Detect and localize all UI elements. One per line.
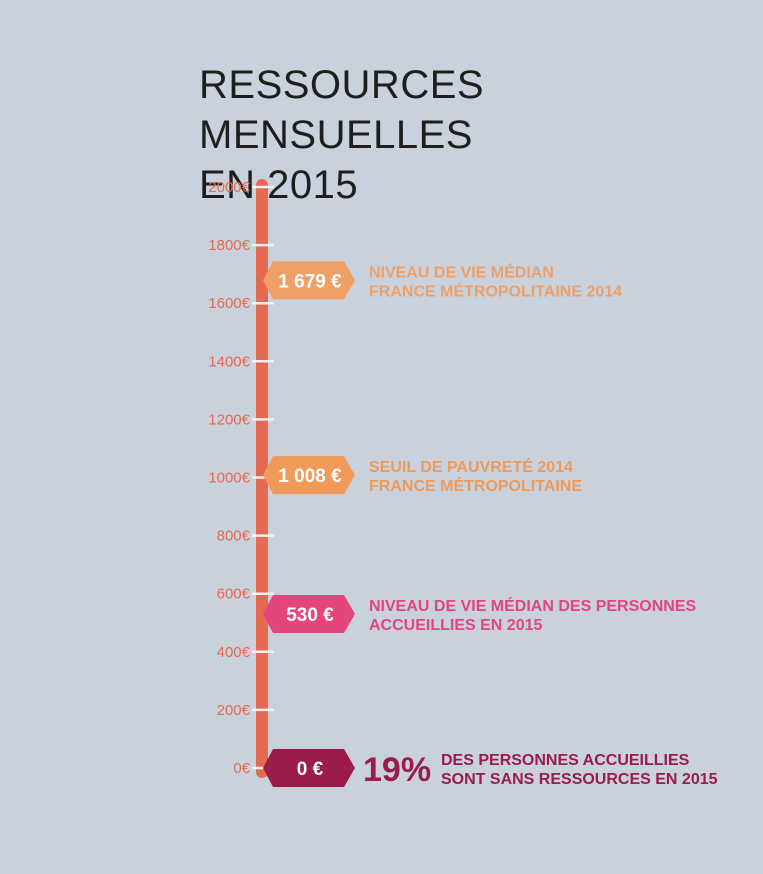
title-line-1: RESSOURCES MENSUELLES	[199, 63, 485, 157]
tick-label: 1400€	[208, 353, 250, 370]
tick-label: 800€	[217, 528, 251, 545]
marker-badge	[263, 595, 355, 634]
tick-label: 1800€	[208, 237, 250, 254]
marker-annotation-line: ACCUEILLIES EN 2015	[369, 617, 542, 634]
marker-value: 0 €	[297, 759, 324, 780]
marker-annotation-line: SEUIL DE PAUVRETÉ 2014	[369, 457, 573, 476]
marker-value: 1 008 €	[278, 466, 342, 487]
tick-label: 0€	[233, 760, 250, 777]
tick-label: 1600€	[208, 295, 250, 312]
marker-badge	[263, 749, 355, 787]
percent-value: 19%	[363, 751, 431, 789]
marker-annotation-line: FRANCE MÉTROPOLITAINE	[369, 476, 582, 495]
marker-badge	[263, 261, 355, 300]
marker-annotation-line: FRANCE MÉTROPOLITAINE 2014	[369, 281, 622, 300]
tick-label: 400€	[217, 644, 251, 661]
chart-title: RESSOURCES MENSUELLES EN 2015	[199, 60, 739, 210]
marker-value: 530 €	[286, 605, 334, 626]
tick-label: 2000€	[208, 179, 250, 196]
marker-value: 1 679 €	[278, 271, 342, 292]
marker-badge	[263, 456, 355, 495]
title-line-2: EN 2015	[199, 163, 359, 207]
tick-label: 1200€	[208, 411, 250, 428]
marker-annotation-line: SONT SANS RESSOURCES EN 2015	[441, 771, 718, 788]
tick-label: 600€	[217, 586, 251, 603]
tick-label: 1000€	[208, 470, 250, 487]
marker-annotation-line: NIVEAU DE VIE MÉDIAN	[369, 262, 554, 281]
marker-annotation-line: NIVEAU DE VIE MÉDIAN DES PERSONNES	[369, 596, 697, 615]
marker-annotation-line: DES PERSONNES ACCUEILLIES	[441, 752, 690, 769]
tick-label: 200€	[217, 702, 251, 719]
